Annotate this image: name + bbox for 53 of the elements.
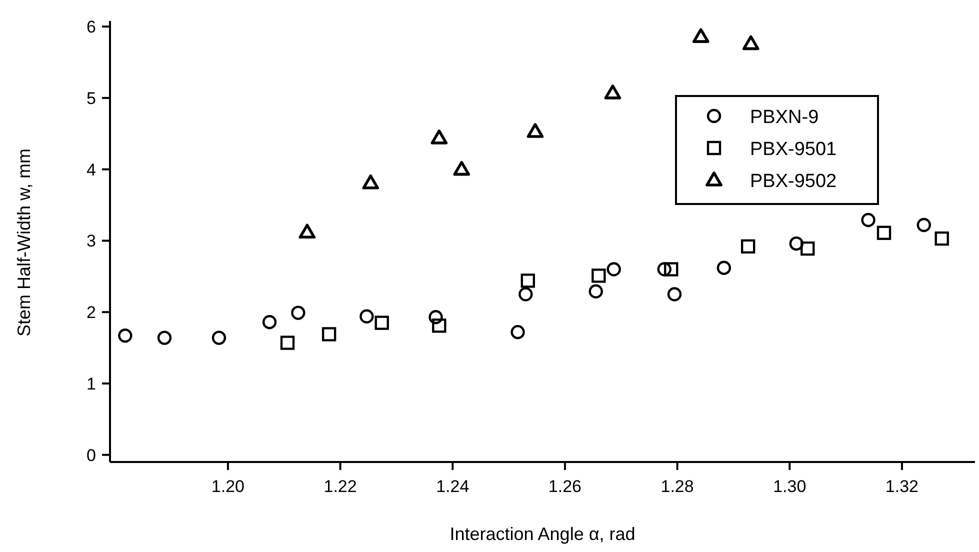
point <box>876 226 892 240</box>
point <box>800 241 815 256</box>
x-tick-label: 1.28 <box>660 477 694 496</box>
legend-label: PBXN-9 <box>750 107 819 128</box>
point <box>118 328 132 343</box>
legend-label: PBX-9501 <box>750 139 837 160</box>
point <box>432 318 446 333</box>
x-tick-label: 1.22 <box>324 477 357 496</box>
legend-label: PBX-9502 <box>750 171 837 192</box>
point <box>742 35 760 50</box>
point <box>526 123 544 138</box>
y-tick-label: 2 <box>86 303 96 322</box>
point <box>740 239 756 254</box>
point <box>604 84 622 100</box>
y-tick-label: 6 <box>86 18 96 37</box>
point <box>291 306 306 320</box>
point <box>298 224 316 239</box>
point <box>592 268 606 283</box>
point <box>430 130 448 144</box>
x-axis-title: Interaction Angle α, rad <box>450 524 636 544</box>
point <box>362 174 380 190</box>
point <box>861 212 876 228</box>
point <box>157 330 172 345</box>
x-tick-label: 1.24 <box>436 477 470 496</box>
point <box>280 336 295 350</box>
x-tick-label: 1.30 <box>773 477 806 496</box>
y-tick-label: 5 <box>86 88 96 108</box>
point <box>518 287 533 302</box>
point <box>716 260 732 275</box>
x-tick-label: 1.32 <box>885 477 919 496</box>
point <box>212 330 226 345</box>
point <box>934 231 949 246</box>
point <box>520 274 535 288</box>
y-tick-label: 1 <box>86 374 96 394</box>
y-tick-label: 3 <box>86 232 96 251</box>
point <box>588 284 603 298</box>
point <box>510 324 525 340</box>
point <box>692 28 710 43</box>
y-axis-title: Stem Half-Width w, mm <box>14 148 34 337</box>
point <box>664 262 678 276</box>
point <box>916 218 931 232</box>
point <box>667 287 682 302</box>
x-tick-label: 1.26 <box>548 477 582 496</box>
y-tick-label: 4 <box>86 160 96 180</box>
point <box>453 160 470 176</box>
point <box>262 314 277 330</box>
point <box>360 309 374 324</box>
point <box>374 316 389 330</box>
point <box>606 262 621 276</box>
point <box>322 327 336 342</box>
x-tick-label: 1.20 <box>211 477 244 496</box>
y-tick-label: 0 <box>86 446 96 465</box>
point <box>789 236 804 251</box>
